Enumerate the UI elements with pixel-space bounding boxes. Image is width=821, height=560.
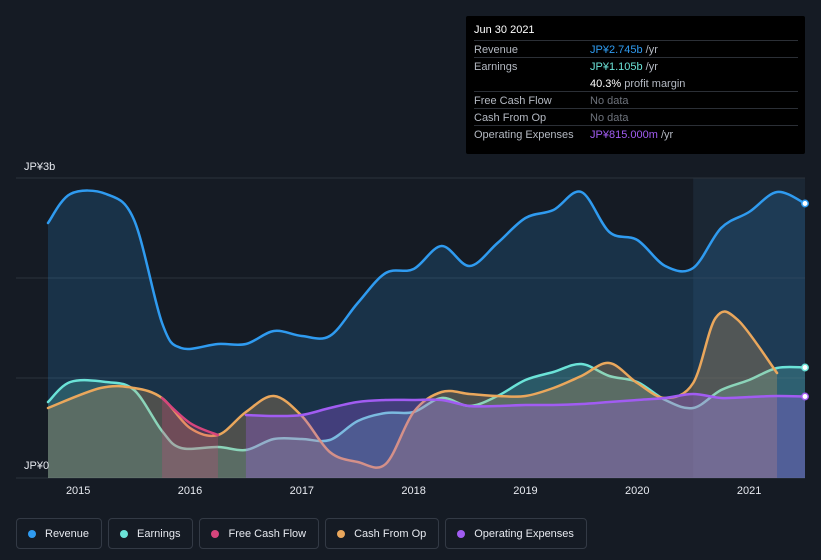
tooltip-row-margin: 40.3% profit margin (474, 74, 798, 92)
cash-from-op-dot-icon (337, 529, 346, 538)
free-cash-flow-dot-icon (211, 529, 220, 538)
tooltip: Jun 30 2021 Revenue JP¥2.745b /yr Earnin… (466, 16, 805, 154)
y-axis-top-label: JP¥3b (24, 161, 56, 173)
legend-operating-expenses[interactable]: Operating Expenses (445, 518, 587, 549)
operating-expenses-end-point (801, 392, 809, 401)
tooltip-label: Free Cash Flow (474, 95, 552, 107)
x-tick-label: 2021 (737, 485, 761, 497)
legend-label: Cash From Op (354, 527, 427, 540)
tooltip-unit: /yr (645, 44, 658, 56)
earnings-area (48, 363, 805, 478)
tooltip-value: JP¥1.105b (590, 61, 643, 73)
revenue-end-point (801, 199, 809, 208)
x-tick-label: 2019 (513, 485, 537, 497)
operating-expenses-line (244, 392, 807, 418)
earnings-line (46, 362, 807, 452)
x-tick-label: 2017 (290, 485, 314, 497)
legend: Revenue Earnings Free Cash Flow Cash Fro… (16, 518, 587, 549)
legend-label: Earnings (137, 527, 181, 540)
free-cash-flow-area (162, 398, 218, 478)
tooltip-label: Revenue (474, 44, 519, 56)
tooltip-label: Operating Expenses (474, 129, 574, 141)
tooltip-label: Cash From Op (474, 112, 547, 124)
operating-expenses-area (245, 394, 806, 478)
tooltip-row-operating-expenses: Operating Expenses JP¥815.000m /yr (474, 125, 798, 143)
revenue-dot-icon (28, 529, 36, 538)
tooltip-value: JP¥815.000m (590, 129, 658, 141)
legend-label: Operating Expenses (474, 527, 574, 540)
revenue-line (46, 189, 807, 351)
x-tick-label: 2016 (178, 485, 202, 497)
tooltip-row-revenue: Revenue JP¥2.745b /yr (474, 40, 798, 58)
revenue-area (48, 190, 805, 479)
earnings-end-point (801, 363, 809, 372)
tooltip-label: Earnings (474, 61, 518, 73)
free-cash-flow-line (160, 396, 220, 437)
x-tick-label: 2020 (625, 485, 649, 497)
cash-from-op-area (48, 311, 778, 478)
tooltip-row-free-cash-flow: Free Cash Flow No data (474, 91, 798, 109)
x-tick-label: 2015 (66, 485, 90, 497)
tooltip-unit: /yr (660, 129, 674, 141)
operating-expenses-dot-icon (457, 529, 466, 538)
earnings-dot-icon (120, 529, 129, 538)
x-tick-label: 2018 (401, 485, 425, 497)
tooltip-unit: /yr (645, 61, 658, 73)
tooltip-value: JP¥2.745b (590, 44, 643, 56)
legend-cash-from-op[interactable]: Cash From Op (325, 518, 440, 549)
legend-label: Revenue (45, 527, 90, 540)
tooltip-row-earnings: Earnings JP¥1.105b /yr (474, 57, 798, 75)
tooltip-value: No data (590, 112, 629, 124)
tooltip-row-cash-from-op: Cash From Op No data (474, 108, 798, 126)
tooltip-value: No data (590, 95, 629, 107)
legend-earnings[interactable]: Earnings (108, 518, 194, 549)
tooltip-value: 40.3% (590, 78, 622, 90)
legend-revenue[interactable]: Revenue (16, 518, 103, 549)
y-axis-zero-label: JP¥0 (24, 460, 50, 472)
tooltip-unit: profit margin (624, 78, 686, 90)
legend-free-cash-flow[interactable]: Free Cash Flow (199, 518, 320, 549)
tooltip-date: Jun 30 2021 (474, 24, 535, 36)
legend-label: Free Cash Flow (228, 527, 307, 540)
